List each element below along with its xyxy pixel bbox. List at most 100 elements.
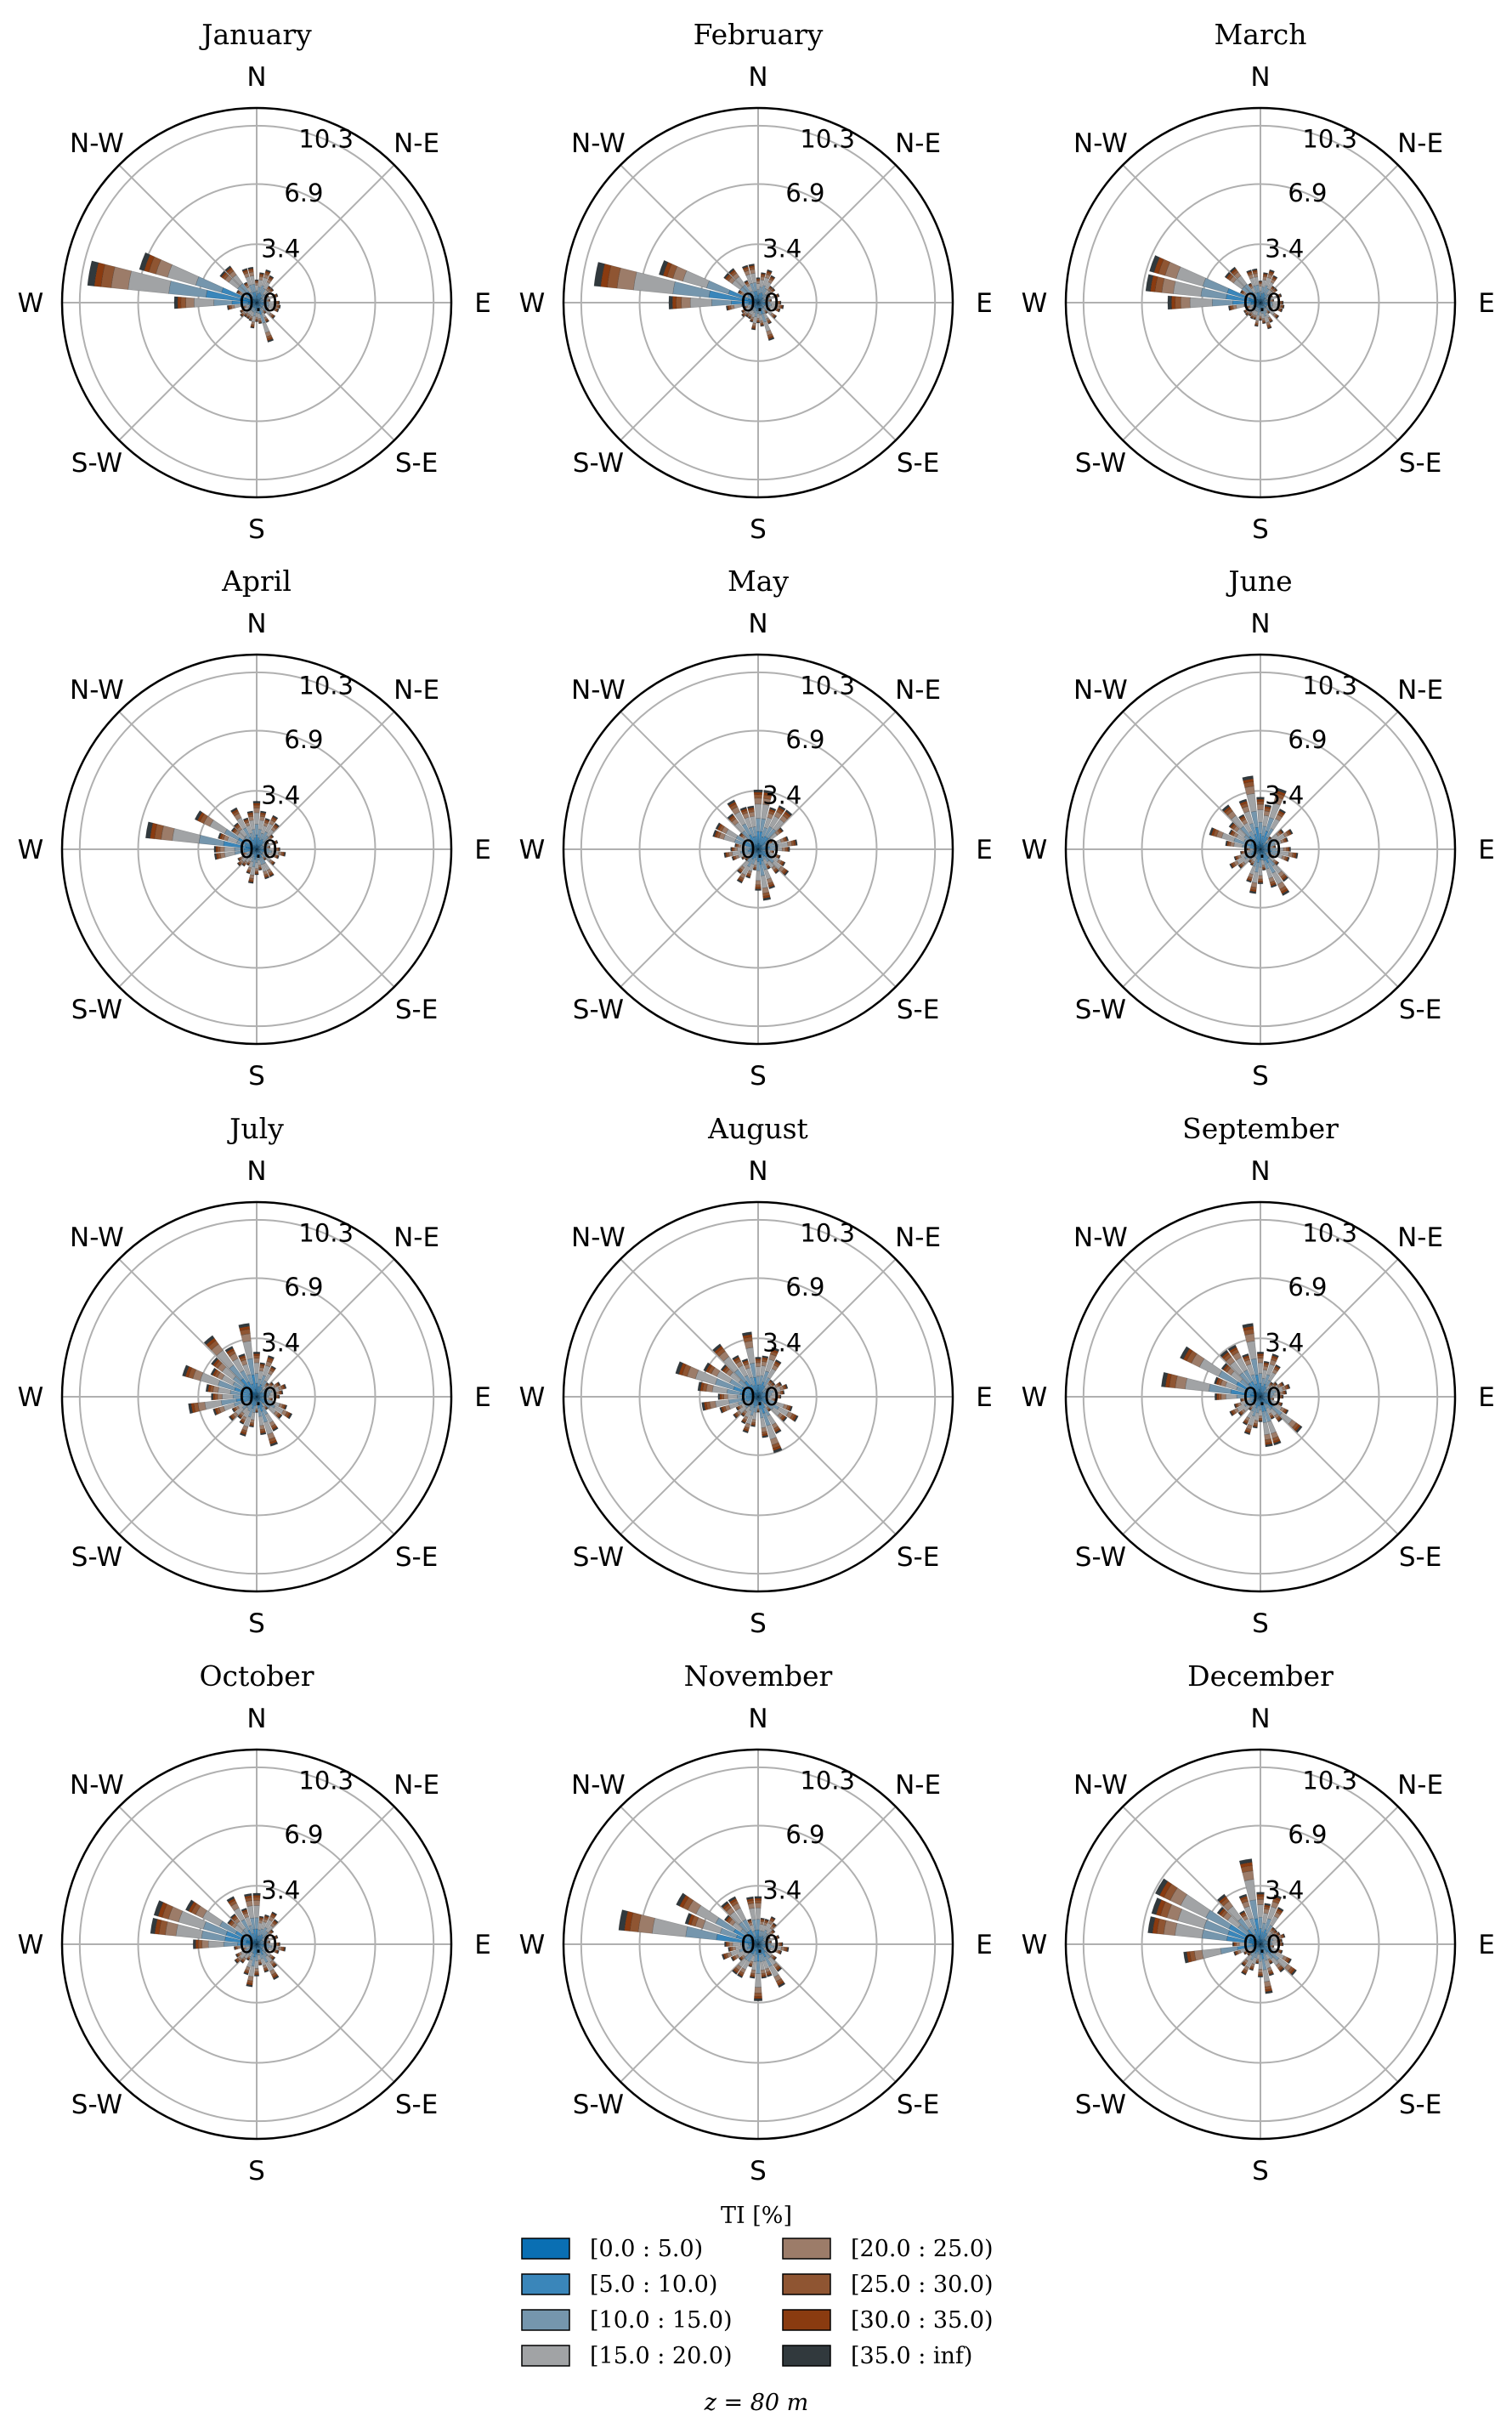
rose-bar-segment (224, 846, 235, 853)
rose-bar-segment (755, 1362, 762, 1368)
rose-bar-segment (1257, 882, 1264, 885)
windrose-panel-march: March 0.0 3.4 6.9 10.3 N N-E E S-E S S-W W N-W (1022, 18, 1495, 545)
rose-bar-segment (1254, 324, 1259, 327)
rose-bar-segment (755, 870, 762, 882)
rose-bar-segment (756, 1919, 761, 1931)
rose-bar-segment (756, 281, 761, 285)
rose-bar-segment (743, 306, 746, 309)
rose-bar-segment (218, 832, 222, 839)
radial-tick-label: 10.3 (800, 1767, 855, 1795)
direction-label: N-E (1397, 1222, 1443, 1253)
rose-bar-segment (1189, 297, 1213, 309)
rose-bar-segment (250, 326, 255, 329)
direction-label: S-W (71, 448, 122, 479)
direction-label: W (519, 288, 546, 319)
radial-tick-label: 3.4 (1265, 1876, 1304, 1905)
rose-bar-segment (1272, 275, 1278, 280)
panel-title: June (1226, 564, 1292, 598)
rose-bar-segment (769, 807, 777, 812)
rose-bar-segment (177, 296, 182, 309)
direction-label: S-W (71, 2090, 122, 2120)
rose-bar-segment (753, 1998, 763, 2001)
rose-bar-segment (246, 871, 251, 875)
rose-bar-segment (253, 808, 260, 814)
rose-bar-segment (741, 264, 749, 269)
radial-tick-label: 0.0 (239, 1382, 278, 1411)
rose-bar-segment (268, 285, 272, 289)
rose-bar-segment (278, 300, 280, 305)
grid-spoke (256, 711, 395, 850)
direction-label: S-E (1399, 2090, 1441, 2120)
direction-label: S-W (573, 2090, 624, 2120)
rose-bar-segment (139, 252, 150, 271)
rose-bar-segment (765, 311, 768, 315)
rose-bar-segment (754, 1973, 762, 1988)
rose-bar-segment (755, 1359, 762, 1364)
rose-bar-segment (246, 810, 253, 814)
radial-tick-label: 6.9 (284, 725, 323, 754)
rose-bar-segment (265, 269, 271, 273)
rose-bar-segment (1258, 1971, 1263, 1975)
rose-bars (593, 259, 784, 342)
direction-label: W (519, 1930, 546, 1960)
rose-bar-segment (1225, 1393, 1237, 1400)
rose-bar-segment (1201, 1948, 1222, 1960)
rose-bar-segment (269, 298, 271, 302)
rose-bar-segment (740, 309, 744, 314)
direction-label: S-E (897, 2090, 939, 2120)
rose-bar-segment (254, 1960, 259, 1969)
legend-label: [10.0 : 15.0) (590, 2307, 733, 2334)
rose-bar-segment (255, 316, 258, 320)
rose-bar-segment (794, 839, 798, 846)
radial-tick-label: 0.0 (740, 835, 779, 864)
direction-label: W (519, 835, 546, 865)
rose-bar-segment (144, 821, 154, 839)
rose-bar-segment (269, 275, 275, 280)
rose-bar-segment (1180, 296, 1191, 309)
rose-bar-segment (754, 1896, 762, 1899)
rose-bar-segment (246, 863, 250, 866)
direction-label: E (474, 288, 491, 319)
rose-bar-segment (1254, 1962, 1260, 1965)
rose-bar-segment (263, 858, 267, 861)
rose-bar-segment (1218, 1393, 1222, 1400)
radial-tick-label: 6.9 (785, 179, 824, 207)
direction-label: S-W (573, 1542, 624, 1573)
direction-label: S-E (897, 448, 939, 479)
rose-bar-segment (1211, 298, 1233, 307)
rose-bar-segment (773, 315, 778, 320)
direction-label: W (1022, 1382, 1048, 1413)
windrose-panel-april: April 0.0 3.4 6.9 10.3 N N-E E S-E S S-W W N-W (18, 564, 491, 1092)
grid-spoke (757, 848, 897, 988)
direction-label: S (1252, 1608, 1269, 1639)
direction-label: S-W (573, 995, 624, 1025)
rose-bar-segment (253, 1358, 260, 1364)
rose-bar-segment (1279, 292, 1283, 298)
panel-title: August (707, 1112, 808, 1145)
rose-bar-segment (1257, 878, 1264, 882)
direction-label: S (248, 514, 265, 545)
radial-tick-label: 6.9 (284, 1820, 323, 1849)
rose-bar-segment (1256, 797, 1265, 800)
rose-bar-segment (1256, 1892, 1265, 1895)
direction-label: W (18, 288, 44, 319)
rose-bar-segment (1256, 798, 1265, 802)
rose-bar-segment (778, 804, 786, 811)
rose-bars (1145, 254, 1285, 330)
rose-bar-segment (260, 810, 267, 814)
windrose-panel-october: October 0.0 3.4 6.9 10.3 N N-E E S-E S S-W W N-W (18, 1659, 491, 2187)
direction-label: W (18, 835, 44, 865)
rose-bar-segment (753, 789, 763, 793)
rose-bar-segment (781, 1942, 784, 1947)
direction-label: S-W (1075, 1542, 1126, 1573)
legend-swatch (521, 2273, 570, 2295)
radial-tick-label: 10.3 (298, 1219, 354, 1248)
rose-bar-segment (1220, 1393, 1226, 1400)
panel-title: December (1187, 1659, 1334, 1693)
rose-bar-segment (658, 259, 669, 276)
direction-label: N-W (70, 1770, 124, 1801)
windrose-panel-november: November 0.0 3.4 6.9 10.3 N N-E E S-E S S-W W N-W (519, 1659, 993, 2187)
rose-bar-segment (728, 268, 735, 275)
rose-bars (87, 252, 281, 343)
